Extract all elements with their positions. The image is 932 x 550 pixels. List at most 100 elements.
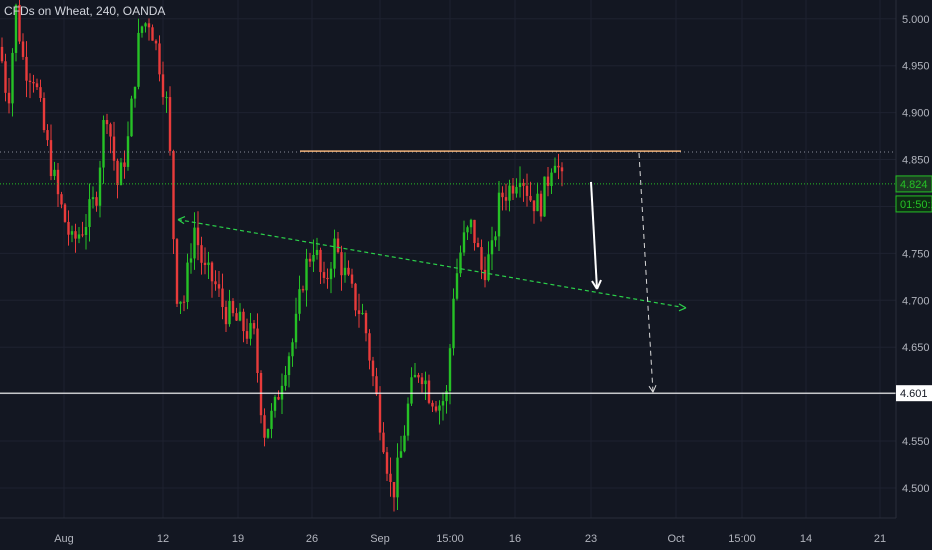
- candle-down: [210, 261, 214, 298]
- candle-down: [221, 273, 224, 320]
- candle-up: [53, 161, 56, 181]
- candle-up: [291, 338, 294, 367]
- candle-up: [165, 91, 168, 113]
- candle-down: [172, 149, 175, 255]
- y-tick-label: 4.900: [902, 108, 930, 120]
- candle-down: [123, 150, 126, 179]
- candle-up: [490, 226, 494, 271]
- candle-up: [137, 18, 140, 90]
- title-separator-1: ,: [89, 4, 97, 18]
- candle-down: [368, 329, 371, 370]
- candle-up: [312, 239, 315, 273]
- candle-down: [4, 53, 7, 102]
- x-tick-label: 15:00: [436, 533, 464, 545]
- candle-up: [406, 397, 410, 441]
- current-price-label: 4.824: [895, 175, 932, 193]
- candle-up: [119, 157, 123, 186]
- candle-down: [200, 236, 203, 275]
- candle-down: [151, 24, 154, 41]
- candle-down: [74, 223, 77, 253]
- candle-up: [518, 166, 522, 198]
- candle-up: [102, 115, 105, 184]
- candle-down: [259, 370, 263, 424]
- candle-down: [301, 285, 305, 293]
- title-separator-2: ,: [116, 4, 123, 18]
- candle-up: [84, 214, 88, 250]
- candle-up: [455, 258, 459, 301]
- candles: [0, 0, 564, 512]
- drawings: [0, 150, 896, 394]
- candle-down: [308, 252, 312, 267]
- candle-down: [322, 261, 326, 284]
- x-tick-label: 14: [800, 533, 812, 545]
- candle-up: [438, 400, 441, 425]
- candle-down: [25, 41, 28, 98]
- candle-down: [7, 77, 11, 114]
- candle-down: [175, 237, 179, 307]
- candle-down: [231, 298, 235, 317]
- candle-down: [525, 173, 529, 207]
- candle-down: [28, 73, 32, 99]
- candle-up: [550, 168, 553, 195]
- candle-up: [273, 395, 277, 418]
- candle-down: [263, 408, 266, 447]
- candle-down: [203, 247, 207, 275]
- y-tick-label: 4.650: [902, 342, 930, 354]
- candle-down: [147, 18, 151, 41]
- candle-up: [462, 220, 466, 256]
- candle-up: [88, 183, 91, 242]
- candle-down: [168, 86, 172, 156]
- candle-down: [371, 356, 375, 387]
- y-tick-label: 4.550: [902, 436, 930, 448]
- candle-down: [336, 232, 340, 254]
- candle-up: [179, 301, 182, 314]
- svg-text:4.601: 4.601: [900, 388, 928, 400]
- candle-up: [144, 22, 147, 33]
- candle-up: [553, 157, 557, 174]
- candle-down: [252, 320, 256, 335]
- x-tick-label: 16: [509, 533, 521, 545]
- candle-down: [42, 92, 46, 133]
- candle-up: [403, 425, 406, 453]
- candle-up: [294, 297, 298, 349]
- candle-up: [515, 178, 518, 198]
- x-tick-label: 12: [157, 533, 169, 545]
- candle-down: [546, 167, 550, 197]
- candle-down: [109, 122, 112, 154]
- candle-up: [469, 218, 473, 234]
- trendline-arrow-left: [177, 216, 186, 225]
- candle-down: [46, 124, 49, 147]
- candle-up: [452, 288, 455, 356]
- candle-up: [266, 428, 270, 439]
- candle-down: [116, 158, 119, 199]
- candle-up: [361, 303, 364, 315]
- candle-up: [207, 251, 210, 279]
- candle-down: [18, 0, 21, 45]
- candle-down: [392, 481, 396, 512]
- candle-down: [431, 400, 434, 413]
- projection-arrowhead: [591, 279, 602, 290]
- candle-up: [189, 243, 193, 274]
- trendline-dashed: [177, 218, 681, 308]
- candle-up: [494, 231, 497, 247]
- candle-down: [39, 79, 42, 102]
- candle-up: [466, 225, 469, 241]
- candle-down: [389, 457, 392, 497]
- candle-down: [354, 282, 357, 317]
- candle-down: [95, 191, 98, 212]
- candle-up: [329, 262, 333, 294]
- candle-down: [511, 178, 515, 200]
- x-tick-label: 21: [874, 533, 886, 545]
- candle-down: [532, 200, 536, 224]
- countdown-label: 01:50:20: [895, 195, 932, 213]
- candle-up: [11, 48, 14, 117]
- candle-up: [315, 237, 319, 260]
- candle-down: [154, 39, 158, 51]
- candle-up: [343, 252, 347, 283]
- y-tick-label: 4.850: [902, 155, 930, 167]
- candle-down: [245, 318, 249, 344]
- candle-down: [529, 181, 532, 203]
